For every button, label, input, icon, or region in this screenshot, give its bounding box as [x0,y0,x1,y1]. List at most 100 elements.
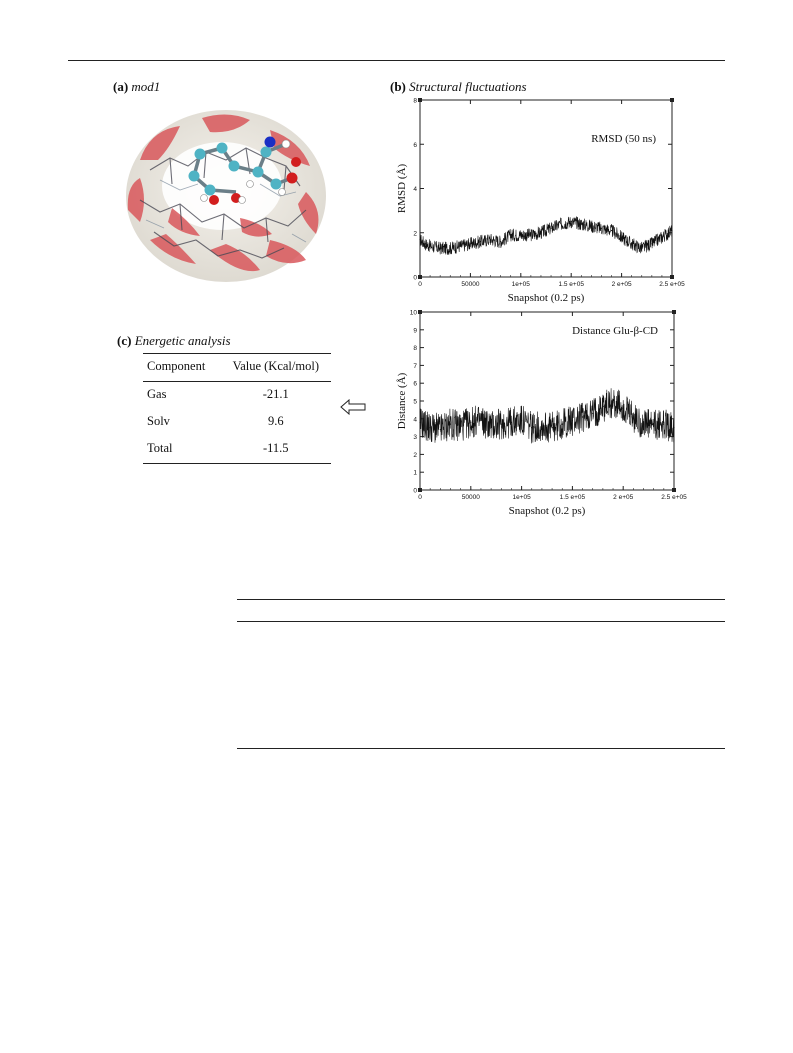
data-point [500,241,502,243]
page-top-rule [68,60,725,61]
panel-b-letter: (b) [390,79,406,94]
energy-table: Component Value (Kcal/mol) Gas -21.1 Sol… [143,353,331,464]
row-component: Solv [147,414,170,428]
y-tick-label: 9 [413,327,417,334]
data-point [632,418,634,420]
data-point [419,238,421,240]
data-point [429,427,431,429]
plot-annotation: Distance Glu-β-CD [572,325,658,337]
data-point [419,421,421,423]
panel-a-title: mod1 [131,79,161,94]
energy-table-header: Component Value (Kcal/mol) [143,353,331,382]
data-point [590,225,592,227]
panel-a-label: (a) mod1 [113,79,160,95]
data-point [642,423,645,425]
data-point [621,236,623,238]
left-outline-arrow-icon [340,398,366,420]
data-point [622,407,624,409]
plot-annotation: RMSD (50 ns) [591,133,656,145]
x-tick-label: 0 [418,281,422,288]
data-point [429,245,431,247]
data-point [459,245,461,247]
data-point [479,241,482,243]
y-tick-label: 8 [413,345,417,352]
x-axis-label: Snapshot (0.2 ps) [508,292,585,304]
y-axis-label: Distance (Å) [396,372,408,429]
data-point [612,402,614,404]
table-rule-top [237,599,725,600]
data-point [560,223,562,225]
data-point [480,419,482,422]
y-tick-label: 10 [410,310,418,317]
rmsd-plot: 0 50000 1e+05 1.5 e+05 2 e+05 2.5 e+05 0 2 4 6 8 RM… [388,95,703,307]
table-row: Solv 9.6 [143,409,331,436]
x-tick-label: 50000 [462,494,480,501]
data-point [651,243,653,245]
x-tick-label: 1e+05 [512,281,531,288]
data-point [520,234,522,236]
table-row: Total -11.5 [143,436,331,464]
plot-frame [419,311,675,491]
data-point [449,247,451,249]
data-point [510,421,513,423]
series-trace [419,216,673,255]
data-point [530,234,532,236]
data-point [550,227,552,229]
distance-plot: 0 50000 1e+05 1.5 e+05 2 e+05 2.5 e+05 0 1 2 3 4 5 6… [388,305,703,527]
y-tick-label: 4 [413,186,417,193]
data-point [541,425,543,427]
data-point [631,243,633,245]
table-rule-bottom [237,748,725,749]
data-point [600,227,603,229]
data-point [580,223,582,225]
row-value: -21.1 [262,387,289,401]
panel-a-letter: (a) [113,79,129,94]
x-tick-label: 2.5 e+05 [661,494,687,501]
x-tick-label: 50000 [461,281,479,288]
row-value: -11.5 [220,436,331,464]
y-tick-label: 5 [413,399,417,406]
data-point [602,405,604,407]
distance-chart-svg: 0 50000 1e+05 1.5 e+05 2 e+05 2.5 e+05 0 1 2 3 4 5 6… [396,310,687,518]
panel-b-label: (b) Structural fluctuations [390,79,527,95]
y-tick-label: 6 [413,381,417,388]
header-component: Component [143,353,221,382]
data-point [439,247,441,249]
y-tick-label: 8 [413,98,417,105]
data-point [592,412,594,415]
x-tick-label: 1e+05 [512,494,531,501]
x-axis-label: Snapshot (0.2 ps) [509,505,586,517]
data-point [551,427,553,429]
header-value: Value (Kcal/mol) [220,353,331,382]
panel-c-label: (c) Energetic analysis [117,333,231,349]
data-point [449,423,452,425]
data-point [470,421,472,423]
panel-c-letter: (c) [117,333,132,348]
y-tick-label: 7 [413,363,417,370]
rmsd-chart-svg: 0 50000 1e+05 1.5 e+05 2 e+05 2.5 e+05 0 2 4 6 8 RM… [396,98,685,305]
data-point [671,229,673,232]
data-point [469,243,471,245]
data-point [673,427,675,429]
data-point [460,425,462,427]
series-trace [419,388,675,444]
x-tick-label: 2 e+05 [612,281,632,288]
data-point [540,232,542,234]
data-point [424,243,426,245]
panel-c-title: Energetic analysis [134,333,231,348]
data-point [490,425,492,427]
data-point [663,423,665,425]
y-axis-label: RMSD (Å) [396,164,408,214]
data-point [510,234,512,236]
y-tick-label: 3 [413,434,417,441]
x-tick-label: 0 [418,494,422,501]
y-tick-label: 2 [413,452,417,459]
y-tick-label: 1 [413,470,417,477]
y-tick-label: 2 [413,230,417,237]
data-point [661,236,663,238]
x-tick-label: 1.5 e+05 [558,281,584,288]
table-row: Gas -21.1 [143,382,331,410]
x-tick-label: 2.5 e+05 [659,281,685,288]
row-value: 9.6 [267,414,284,428]
data-point [581,416,584,418]
